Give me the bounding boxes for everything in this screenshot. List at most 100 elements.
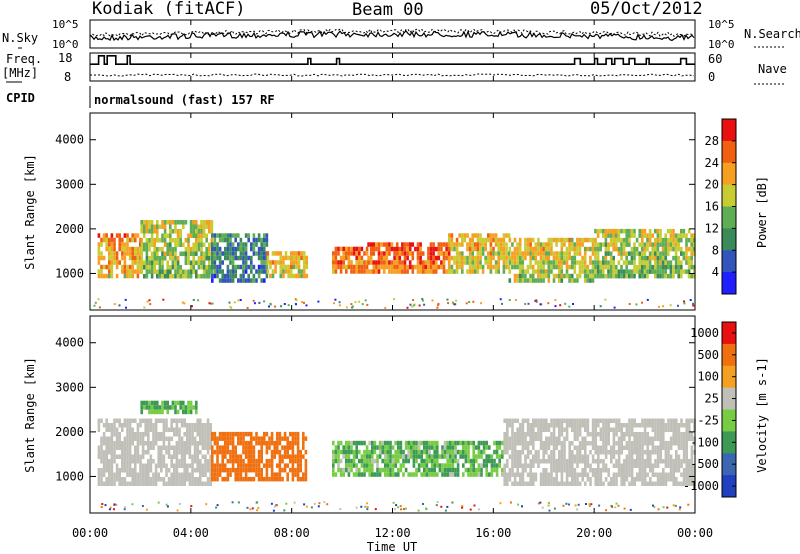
data-cell bbox=[576, 481, 579, 486]
data-cell bbox=[141, 436, 145, 441]
data-cell bbox=[115, 418, 119, 423]
data-cell bbox=[113, 454, 116, 459]
data-cell bbox=[462, 445, 465, 450]
data-cell bbox=[317, 300, 320, 303]
data-cell bbox=[490, 454, 494, 459]
data-cell bbox=[497, 255, 500, 261]
data-cell bbox=[667, 273, 670, 279]
data-cell bbox=[687, 228, 691, 234]
data-cell bbox=[216, 476, 219, 482]
data-cell bbox=[152, 481, 155, 486]
data-cell bbox=[187, 274, 190, 279]
data-cell bbox=[623, 477, 626, 482]
data-cell bbox=[591, 242, 595, 247]
data-cell bbox=[156, 229, 159, 234]
data-cell bbox=[226, 237, 230, 243]
data-cell bbox=[456, 458, 460, 464]
data-cell bbox=[347, 251, 351, 256]
data-cell bbox=[184, 409, 188, 415]
data-cell bbox=[534, 477, 538, 482]
data-cell bbox=[191, 436, 194, 441]
data-cell bbox=[594, 441, 597, 446]
data-cell bbox=[664, 450, 668, 455]
data-cell bbox=[524, 454, 527, 459]
data-cell bbox=[581, 477, 584, 482]
data-cell bbox=[479, 255, 482, 261]
data-cell bbox=[160, 454, 163, 459]
data-cell bbox=[249, 508, 252, 511]
data-cell bbox=[531, 273, 535, 279]
data-cell bbox=[283, 449, 287, 455]
y-tick-label: 1000 bbox=[55, 266, 84, 280]
data-cell bbox=[260, 476, 263, 482]
data-cell bbox=[178, 441, 181, 446]
data-cell bbox=[589, 278, 592, 283]
data-cell bbox=[519, 441, 522, 446]
data-cell bbox=[625, 445, 629, 450]
data-cell bbox=[610, 445, 613, 450]
colorbar-tick-label: 8 bbox=[712, 243, 719, 257]
data-cell bbox=[205, 224, 208, 229]
data-cell bbox=[208, 265, 211, 270]
data-cell bbox=[157, 418, 160, 423]
data-cell bbox=[552, 459, 556, 464]
data-cell bbox=[495, 445, 499, 450]
data-cell bbox=[641, 472, 644, 477]
data-cell bbox=[211, 302, 214, 305]
data-cell bbox=[625, 233, 628, 238]
data-cell bbox=[126, 242, 129, 247]
data-cell bbox=[176, 256, 180, 261]
data-cell bbox=[108, 472, 111, 477]
data-cell bbox=[173, 418, 176, 423]
data-cell bbox=[687, 255, 691, 261]
data-cell bbox=[687, 503, 690, 506]
data-cell bbox=[206, 432, 210, 437]
data-cell bbox=[635, 264, 639, 270]
data-cell bbox=[265, 463, 269, 468]
data-cell bbox=[628, 450, 631, 455]
data-cell bbox=[113, 477, 116, 482]
data-cell bbox=[213, 242, 217, 247]
data-cell bbox=[218, 251, 222, 256]
data-cell bbox=[145, 251, 149, 256]
data-cell bbox=[581, 436, 584, 441]
data-cell bbox=[664, 445, 668, 450]
data-cell bbox=[532, 418, 535, 423]
data-cell bbox=[268, 445, 271, 450]
data-cell bbox=[139, 454, 142, 459]
data-cell bbox=[516, 260, 519, 265]
data-cell bbox=[487, 260, 490, 265]
data-cell bbox=[677, 441, 681, 446]
data-cell bbox=[105, 233, 108, 238]
data-cell bbox=[625, 463, 629, 468]
data-cell bbox=[250, 476, 253, 482]
data-cell bbox=[560, 472, 564, 477]
data-cell bbox=[648, 233, 652, 238]
data-cell bbox=[100, 242, 103, 247]
data-cell bbox=[589, 269, 592, 274]
data-cell bbox=[153, 251, 156, 256]
data-cell bbox=[428, 445, 431, 450]
data-cell bbox=[517, 503, 520, 506]
data-cell bbox=[162, 445, 166, 450]
data-cell bbox=[563, 237, 566, 243]
data-cell bbox=[105, 418, 108, 423]
data-cell bbox=[401, 260, 404, 265]
data-cell bbox=[568, 454, 571, 459]
data-cell bbox=[596, 246, 600, 252]
data-cell bbox=[514, 299, 517, 301]
data-cell bbox=[521, 432, 525, 437]
data-cell bbox=[226, 251, 230, 256]
data-cell bbox=[365, 251, 369, 256]
data-cell bbox=[176, 229, 180, 234]
data-cell bbox=[342, 472, 345, 477]
data-cell bbox=[559, 304, 562, 307]
data-cell bbox=[131, 418, 134, 423]
colorbar-swatch bbox=[722, 365, 736, 389]
data-cell bbox=[105, 237, 108, 243]
data-cell bbox=[662, 432, 665, 437]
data-cell bbox=[542, 423, 545, 428]
data-cell bbox=[195, 224, 198, 229]
data-cell bbox=[113, 260, 116, 265]
